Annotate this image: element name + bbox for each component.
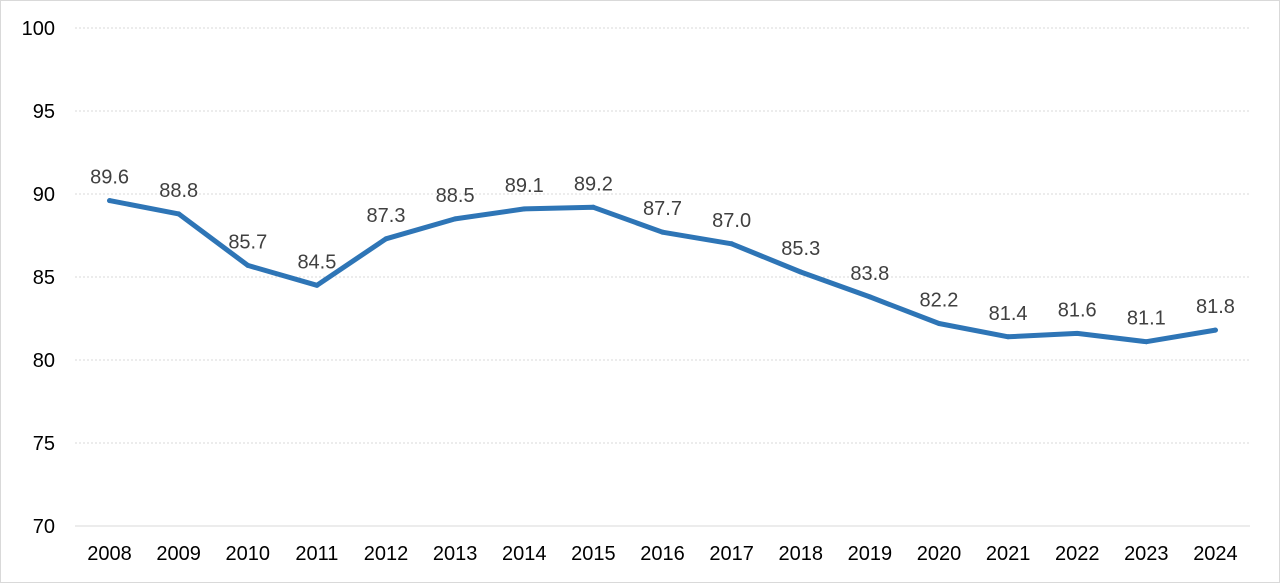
data-label: 85.3 <box>781 238 820 260</box>
data-point <box>590 204 596 210</box>
x-tick-label: 2010 <box>226 543 271 565</box>
data-point <box>1074 330 1080 336</box>
y-tick-label: 75 <box>33 433 55 455</box>
x-tick-label: 2022 <box>1055 543 1100 565</box>
x-tick-label: 2009 <box>156 543 201 565</box>
data-point <box>107 198 113 204</box>
y-tick-label: 100 <box>22 18 55 40</box>
data-label: 89.2 <box>574 173 613 195</box>
x-tick-label: 2015 <box>571 543 616 565</box>
data-label: 81.6 <box>1058 299 1097 321</box>
data-point <box>729 241 735 247</box>
y-tick-label: 90 <box>33 184 55 206</box>
y-tick-label: 80 <box>33 350 55 372</box>
data-point <box>798 269 804 275</box>
data-label: 87.0 <box>712 210 751 232</box>
series-line <box>107 198 1218 345</box>
data-label: 88.8 <box>159 180 198 202</box>
data-point <box>314 282 320 288</box>
y-tick-label: 70 <box>33 516 55 538</box>
data-label: 85.7 <box>228 231 267 253</box>
x-tick-label: 2020 <box>917 543 962 565</box>
y-axis-tick-labels: 70 75 80 85 90 95 100 <box>22 18 55 538</box>
data-point <box>245 262 251 268</box>
data-point <box>176 211 182 217</box>
series-layer <box>107 198 1218 345</box>
x-tick-label: 2019 <box>848 543 893 565</box>
data-point <box>452 216 458 222</box>
data-label: 89.1 <box>505 175 544 197</box>
x-tick-label: 2008 <box>87 543 132 565</box>
x-tick-label: 2024 <box>1193 543 1238 565</box>
data-point <box>867 294 873 300</box>
data-label: 81.8 <box>1196 296 1235 318</box>
data-point <box>660 229 665 235</box>
data-labels: 89.6 88.8 85.7 84.5 87.3 88.5 89.1 89.2 87.7 87.0… <box>90 167 1235 330</box>
data-label: 87.3 <box>367 205 406 227</box>
x-tick-label: 2021 <box>986 543 1031 565</box>
data-point <box>1005 334 1011 340</box>
data-label: 81.1 <box>1127 308 1166 330</box>
x-tick-label: 2011 <box>295 543 338 565</box>
x-tick-label: 2016 <box>640 543 685 565</box>
data-point <box>936 320 942 326</box>
x-tick-label: 2012 <box>364 543 409 565</box>
y-tick-label: 85 <box>33 267 55 289</box>
data-label: 88.5 <box>436 185 475 207</box>
data-label: 87.7 <box>643 198 682 220</box>
x-axis-tick-labels: 2008 2009 2010 2011 2012 2013 2014 2015 2016 2017… <box>87 543 1237 565</box>
y-tick-label: 95 <box>33 101 55 123</box>
x-tick-label: 2018 <box>778 543 823 565</box>
data-label: 89.6 <box>90 167 129 189</box>
x-tick-label: 2017 <box>709 543 754 565</box>
data-point <box>1143 339 1149 345</box>
data-label: 82.2 <box>920 289 959 311</box>
x-tick-label: 2013 <box>433 543 478 565</box>
data-label: 81.4 <box>989 303 1028 325</box>
data-label: 83.8 <box>850 263 889 285</box>
data-label: 84.5 <box>297 251 336 273</box>
data-point <box>521 206 527 212</box>
data-point <box>383 236 389 242</box>
x-tick-label: 2023 <box>1124 543 1169 565</box>
x-tick-label: 2014 <box>502 543 547 565</box>
data-point <box>1212 327 1218 333</box>
